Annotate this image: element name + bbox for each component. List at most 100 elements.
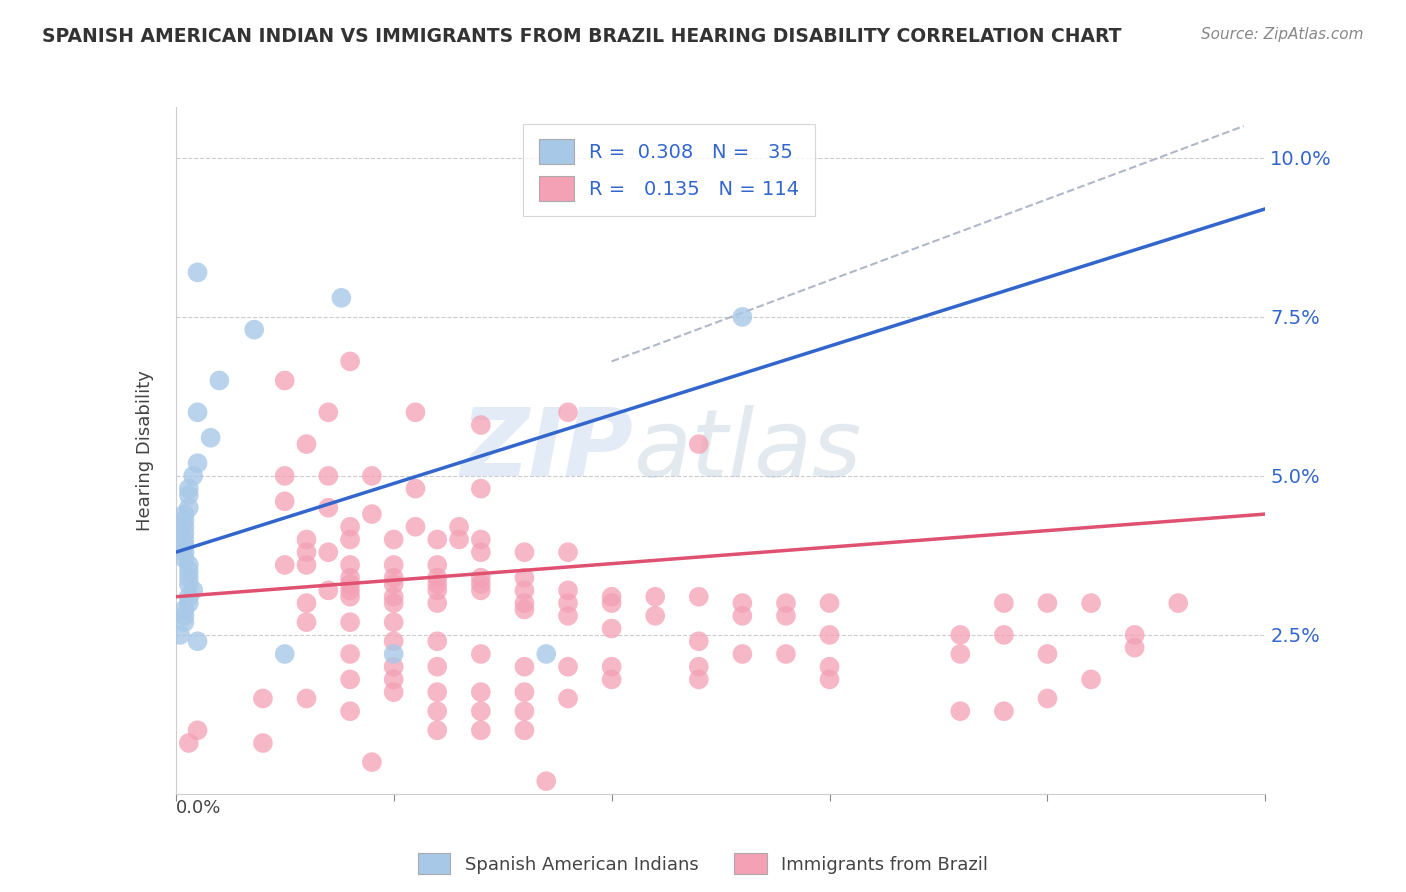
Point — [644, 608, 666, 623]
Point — [186, 405, 209, 419]
Point — [470, 533, 492, 547]
Point — [200, 431, 222, 445]
Point — [426, 704, 449, 718]
Point — [1080, 673, 1102, 687]
Point — [513, 685, 536, 699]
Point — [177, 596, 200, 610]
Point — [470, 647, 492, 661]
Point — [339, 615, 361, 630]
Point — [1123, 640, 1146, 655]
Point — [177, 488, 200, 502]
Point — [731, 647, 754, 661]
Point — [181, 469, 204, 483]
Point — [173, 539, 195, 553]
Point — [557, 691, 579, 706]
Point — [360, 507, 382, 521]
Point — [600, 659, 623, 673]
Point — [177, 482, 200, 496]
Point — [186, 265, 209, 279]
Point — [731, 596, 754, 610]
Point — [470, 417, 492, 432]
Point — [513, 571, 536, 585]
Point — [177, 590, 200, 604]
Point — [775, 608, 797, 623]
Point — [339, 354, 361, 368]
Point — [382, 673, 405, 687]
Text: ZIP: ZIP — [461, 404, 633, 497]
Point — [447, 520, 470, 534]
Point — [177, 736, 200, 750]
Point — [339, 673, 361, 687]
Point — [382, 615, 405, 630]
Point — [1123, 628, 1146, 642]
Point — [470, 704, 492, 718]
Text: 0.0%: 0.0% — [176, 799, 221, 817]
Point — [295, 615, 318, 630]
Point — [295, 691, 318, 706]
Point — [470, 545, 492, 559]
Point — [330, 291, 353, 305]
Point — [557, 545, 579, 559]
Point — [405, 405, 427, 419]
Point — [252, 691, 274, 706]
Point — [688, 659, 710, 673]
Point — [557, 583, 579, 598]
Point — [513, 602, 536, 616]
Point — [993, 704, 1015, 718]
Point — [557, 659, 579, 673]
Point — [177, 571, 200, 585]
Point — [339, 571, 361, 585]
Point — [993, 628, 1015, 642]
Point — [177, 577, 200, 591]
Point — [949, 704, 972, 718]
Point — [295, 545, 318, 559]
Point — [339, 533, 361, 547]
Point — [318, 545, 340, 559]
Point — [470, 482, 492, 496]
Point — [426, 583, 449, 598]
Point — [470, 577, 492, 591]
Point — [173, 602, 195, 616]
Point — [600, 596, 623, 610]
Point — [360, 755, 382, 769]
Text: atlas: atlas — [633, 405, 862, 496]
Point — [1036, 691, 1059, 706]
Point — [382, 571, 405, 585]
Point — [295, 437, 318, 451]
Y-axis label: Hearing Disability: Hearing Disability — [136, 370, 155, 531]
Point — [382, 647, 405, 661]
Point — [186, 456, 209, 470]
Point — [1167, 596, 1189, 610]
Point — [318, 469, 340, 483]
Point — [173, 507, 195, 521]
Point — [557, 608, 579, 623]
Point — [426, 634, 449, 648]
Point — [993, 596, 1015, 610]
Point — [382, 533, 405, 547]
Point — [274, 494, 297, 508]
Point — [513, 583, 536, 598]
Point — [295, 558, 318, 572]
Point — [274, 558, 297, 572]
Point — [339, 647, 361, 661]
Point — [600, 590, 623, 604]
Point — [274, 469, 297, 483]
Point — [382, 685, 405, 699]
Point — [318, 583, 340, 598]
Point — [339, 583, 361, 598]
Point — [949, 628, 972, 642]
Point — [1036, 596, 1059, 610]
Point — [688, 673, 710, 687]
Point — [274, 647, 297, 661]
Point — [1080, 596, 1102, 610]
Point — [600, 673, 623, 687]
Point — [382, 634, 405, 648]
Point — [318, 500, 340, 515]
Point — [208, 374, 231, 388]
Point — [405, 482, 427, 496]
Legend: R =  0.308   N =   35, R =   0.135   N = 114: R = 0.308 N = 35, R = 0.135 N = 114 — [523, 124, 815, 217]
Point — [382, 577, 405, 591]
Point — [470, 583, 492, 598]
Point — [169, 628, 191, 642]
Point — [426, 558, 449, 572]
